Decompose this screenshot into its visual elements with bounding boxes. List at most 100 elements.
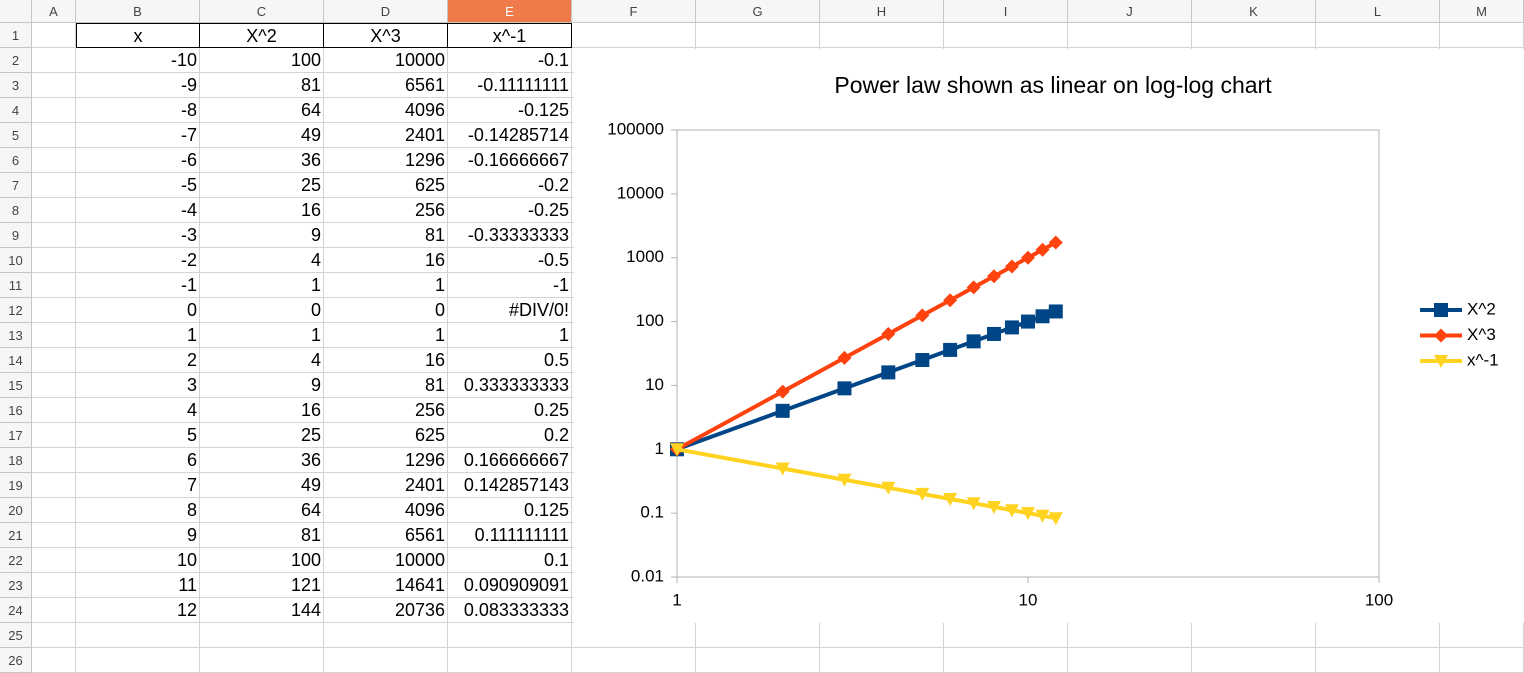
cell[interactable] xyxy=(32,48,76,73)
cell[interactable]: -0.25 xyxy=(448,198,572,223)
cell[interactable]: 100 xyxy=(200,48,324,73)
cell[interactable]: 0.2 xyxy=(448,423,572,448)
cell[interactable]: 6561 xyxy=(324,73,448,98)
cell[interactable]: -0.16666667 xyxy=(448,148,572,173)
cell[interactable] xyxy=(32,373,76,398)
cell[interactable]: 36 xyxy=(200,148,324,173)
cell[interactable]: 4 xyxy=(200,248,324,273)
cell[interactable]: 144 xyxy=(200,598,324,623)
cell[interactable]: 0 xyxy=(200,298,324,323)
cell[interactable]: 36 xyxy=(200,448,324,473)
cell[interactable]: 0.1 xyxy=(448,548,572,573)
cell[interactable]: 10 xyxy=(76,548,200,573)
cell[interactable]: x xyxy=(76,23,200,48)
cell[interactable]: 1 xyxy=(200,323,324,348)
cell[interactable] xyxy=(32,323,76,348)
cell[interactable]: 1 xyxy=(200,273,324,298)
cell[interactable]: 1 xyxy=(324,323,448,348)
cell[interactable]: 0.142857143 xyxy=(448,473,572,498)
cell[interactable]: 0.166666667 xyxy=(448,448,572,473)
cell[interactable]: 1 xyxy=(448,323,572,348)
cell[interactable] xyxy=(1316,23,1440,48)
cell[interactable]: 12 xyxy=(76,598,200,623)
cell[interactable] xyxy=(32,573,76,598)
cell[interactable] xyxy=(1192,623,1316,648)
cell[interactable] xyxy=(32,298,76,323)
cell[interactable] xyxy=(1192,23,1316,48)
cell[interactable]: 16 xyxy=(324,248,448,273)
cell[interactable]: -4 xyxy=(76,198,200,223)
cell[interactable]: -1 xyxy=(76,273,200,298)
cell[interactable]: 9 xyxy=(200,223,324,248)
cell[interactable] xyxy=(944,623,1068,648)
cell[interactable]: 0.083333333 xyxy=(448,598,572,623)
cell[interactable] xyxy=(820,623,944,648)
cell[interactable]: 25 xyxy=(200,423,324,448)
cell[interactable]: -0.33333333 xyxy=(448,223,572,248)
cell[interactable]: X^3 xyxy=(324,23,448,48)
cell[interactable] xyxy=(944,23,1068,48)
cell[interactable]: -10 xyxy=(76,48,200,73)
cell[interactable]: -2 xyxy=(76,248,200,273)
cell[interactable] xyxy=(696,623,820,648)
cell[interactable]: -8 xyxy=(76,98,200,123)
cell[interactable] xyxy=(32,473,76,498)
cell[interactable]: -5 xyxy=(76,173,200,198)
cell[interactable] xyxy=(32,123,76,148)
cell[interactable] xyxy=(572,623,696,648)
cell[interactable]: 256 xyxy=(324,198,448,223)
cell[interactable] xyxy=(32,398,76,423)
cell[interactable]: 10000 xyxy=(324,48,448,73)
cell[interactable]: 0.25 xyxy=(448,398,572,423)
cell[interactable]: 64 xyxy=(200,498,324,523)
cell[interactable]: 0.333333333 xyxy=(448,373,572,398)
cell[interactable]: 16 xyxy=(324,348,448,373)
cell[interactable]: 0.111111111 xyxy=(448,523,572,548)
cell[interactable]: 49 xyxy=(200,123,324,148)
cell[interactable] xyxy=(32,73,76,98)
cell[interactable] xyxy=(1068,623,1192,648)
cell[interactable]: 1296 xyxy=(324,148,448,173)
cell[interactable]: 4096 xyxy=(324,498,448,523)
cell[interactable]: 1 xyxy=(324,273,448,298)
cell[interactable] xyxy=(32,98,76,123)
cell[interactable] xyxy=(32,523,76,548)
cell[interactable]: 1 xyxy=(76,323,200,348)
cell[interactable]: 100 xyxy=(200,548,324,573)
cell[interactable]: -6 xyxy=(76,148,200,173)
cell[interactable] xyxy=(32,198,76,223)
cell[interactable] xyxy=(32,423,76,448)
cell[interactable]: 9 xyxy=(76,523,200,548)
cell[interactable]: 0.090909091 xyxy=(448,573,572,598)
cell[interactable]: 81 xyxy=(324,373,448,398)
cell[interactable]: 0.5 xyxy=(448,348,572,373)
cell[interactable]: 16 xyxy=(200,398,324,423)
cell[interactable]: 6561 xyxy=(324,523,448,548)
cell[interactable] xyxy=(76,623,200,648)
cell[interactable]: 9 xyxy=(200,373,324,398)
cell[interactable]: 4 xyxy=(76,398,200,423)
cell[interactable]: 64 xyxy=(200,98,324,123)
cell[interactable]: #DIV/0! xyxy=(448,298,572,323)
cell[interactable]: -0.1 xyxy=(448,48,572,73)
cell[interactable] xyxy=(1068,23,1192,48)
cell[interactable] xyxy=(572,23,696,48)
cell[interactable] xyxy=(32,498,76,523)
cell[interactable]: 5 xyxy=(76,423,200,448)
cell[interactable]: -0.2 xyxy=(448,173,572,198)
cell[interactable] xyxy=(32,23,76,48)
cell[interactable]: 2 xyxy=(76,348,200,373)
cell[interactable]: 0.125 xyxy=(448,498,572,523)
cell[interactable]: 2401 xyxy=(324,473,448,498)
cell[interactable] xyxy=(1316,623,1440,648)
cell[interactable]: 25 xyxy=(200,173,324,198)
column-header[interactable]: E xyxy=(448,0,572,23)
cell[interactable]: -9 xyxy=(76,73,200,98)
cell[interactable]: -0.5 xyxy=(448,248,572,273)
cell[interactable] xyxy=(32,223,76,248)
cell[interactable]: 1296 xyxy=(324,448,448,473)
cell[interactable]: X^2 xyxy=(200,23,324,48)
cell[interactable]: 0 xyxy=(324,298,448,323)
cell[interactable] xyxy=(32,248,76,273)
cell[interactable]: 49 xyxy=(200,473,324,498)
